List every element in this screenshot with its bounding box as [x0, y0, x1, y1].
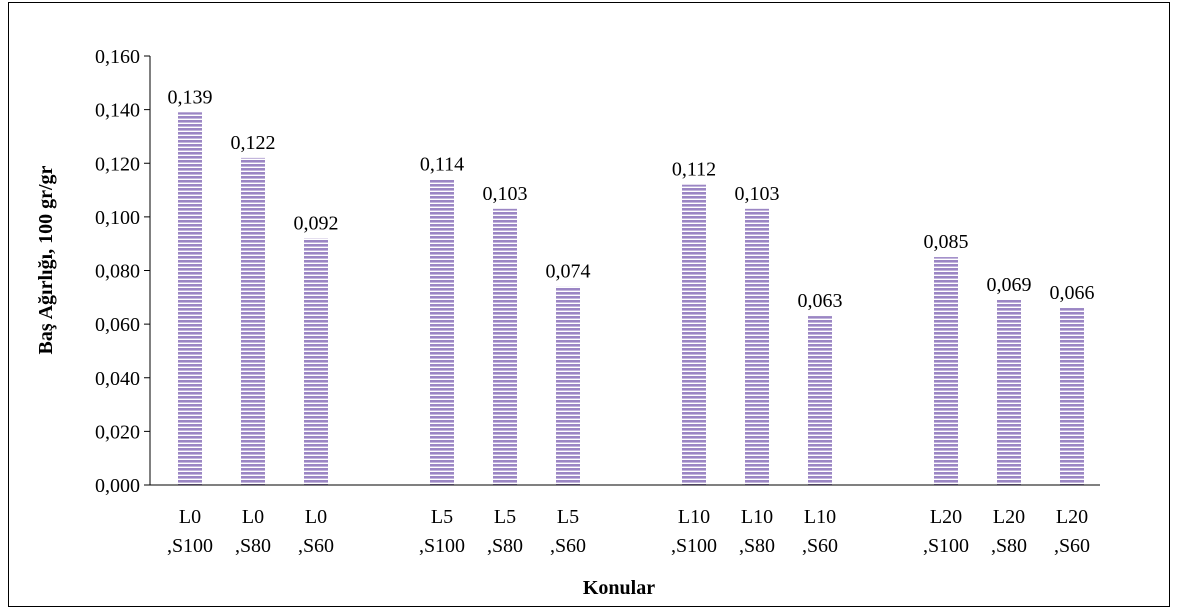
- x-tick-label-line2: ,S80: [235, 535, 271, 557]
- bar: [997, 299, 1021, 485]
- x-tick-label-line1: L10: [678, 506, 710, 528]
- y-tick-label: 0,000: [95, 475, 140, 497]
- y-tick-label: 0,020: [95, 421, 140, 443]
- bar-value-label: 0,103: [735, 183, 780, 205]
- y-tick-label: 0,060: [95, 314, 140, 336]
- bar-value-label: 0,114: [420, 153, 464, 175]
- bar: [430, 179, 454, 485]
- x-tick-label-line1: L20: [1056, 506, 1088, 528]
- y-tick-label: 0,040: [95, 368, 140, 390]
- bar: [934, 257, 958, 485]
- x-tick-label-line1: L10: [741, 506, 773, 528]
- axis-layer: 0,000 0,020 0,040 0,060 0,080 0,100 0,120 0,140…: [95, 46, 1100, 497]
- x-tick-label-line2: ,S100: [923, 535, 969, 557]
- bar-value-label: 0,069: [987, 274, 1032, 296]
- bar-value-label: 0,139: [168, 86, 213, 108]
- x-tick-label-line2: ,S80: [487, 535, 523, 557]
- x-tick-label-line2: ,S100: [167, 535, 213, 557]
- bar: [682, 184, 706, 485]
- x-tick-label-line1: L20: [930, 506, 962, 528]
- x-tick-label-line2: ,S100: [419, 535, 465, 557]
- x-tick-label-line1: L0: [179, 506, 201, 528]
- x-tick-label-line1: L5: [431, 506, 453, 528]
- y-tick-label: 0,080: [95, 261, 140, 283]
- x-tick-label-line1: L20: [993, 506, 1025, 528]
- bar: [178, 112, 202, 486]
- bars-layer: [178, 112, 1084, 486]
- x-tick-label-line1: L0: [305, 506, 327, 528]
- bar: [808, 316, 832, 485]
- y-axis-title: Baş Ağırlığı, 100 gr/gr: [35, 165, 57, 354]
- bar-value-label: 0,085: [924, 231, 969, 253]
- y-tick-label: 0,100: [95, 207, 140, 229]
- bar-value-label: 0,066: [1050, 282, 1095, 304]
- x-tick-label-line2: ,S60: [1054, 535, 1090, 557]
- x-tick-label-line1: L10: [804, 506, 836, 528]
- y-tick-label: 0,140: [95, 100, 140, 122]
- x-tick-label-line2: ,S60: [802, 535, 838, 557]
- bar: [556, 286, 580, 485]
- x-tick-label-line1: L5: [557, 506, 579, 528]
- bar-value-label: 0,103: [483, 183, 528, 205]
- bar: [1060, 308, 1084, 485]
- x-tick-label-line2: ,S60: [550, 535, 586, 557]
- labels-layer: 0,139 L0 ,S100 0,122 L0 ,S80 0,092 L0 ,S60 0,114 L…: [167, 86, 1095, 557]
- y-tick-label: 0,120: [95, 153, 140, 175]
- bar-value-label: 0,122: [231, 132, 276, 154]
- bar-value-label: 0,063: [798, 290, 843, 312]
- bar: [304, 238, 328, 485]
- x-tick-label-line1: L0: [242, 506, 264, 528]
- x-tick-label-line2: ,S100: [671, 535, 717, 557]
- x-tick-label-line2: ,S80: [739, 535, 775, 557]
- x-tick-label-line2: ,S60: [298, 535, 334, 557]
- bar: [241, 157, 265, 485]
- bar-value-label: 0,112: [672, 159, 716, 181]
- bar: [745, 208, 769, 486]
- x-tick-label-line1: L5: [494, 506, 516, 528]
- x-axis-title: Konular: [583, 577, 655, 599]
- y-tick-label: 0,160: [95, 46, 140, 68]
- bar-value-label: 0,092: [294, 212, 339, 234]
- bar: [493, 208, 517, 486]
- bar-value-label: 0,074: [546, 261, 591, 283]
- x-tick-label-line2: ,S80: [991, 535, 1027, 557]
